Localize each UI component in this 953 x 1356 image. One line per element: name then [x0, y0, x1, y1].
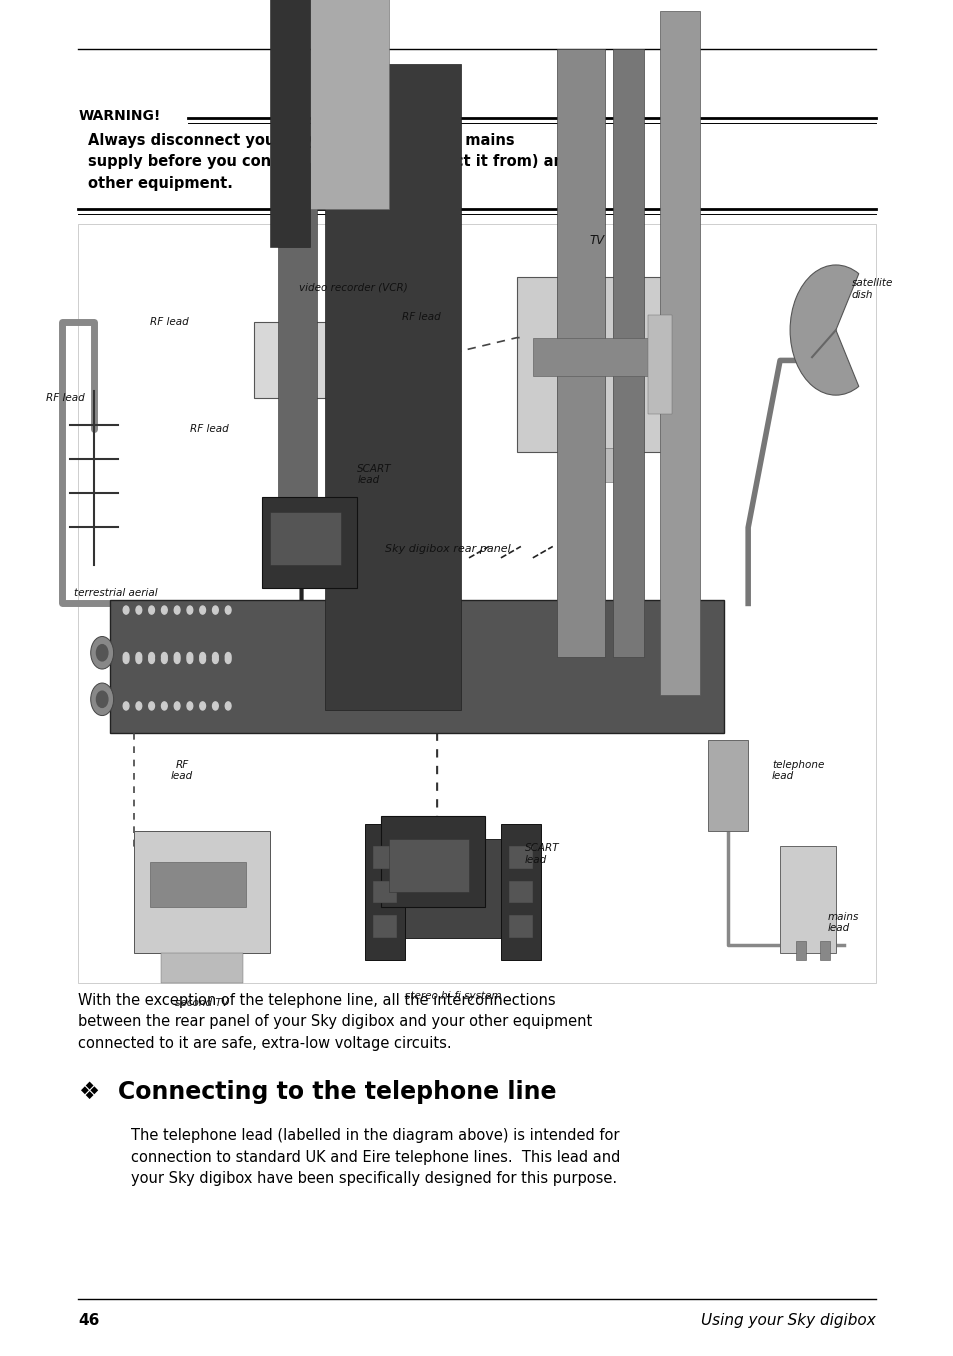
Text: Sky digibox rear panel: Sky digibox rear panel — [385, 544, 510, 555]
Text: stereo hi-fi system: stereo hi-fi system — [404, 991, 501, 1001]
Bar — [500, 823, 540, 960]
Circle shape — [213, 652, 218, 660]
Circle shape — [161, 655, 167, 663]
Circle shape — [199, 606, 205, 614]
Text: RF lead: RF lead — [401, 312, 440, 323]
Text: Connecting to the telephone line: Connecting to the telephone line — [118, 1079, 557, 1104]
Circle shape — [187, 702, 193, 711]
Text: Always disconnect your Sky digibox from the mains
supply before you connect it t: Always disconnect your Sky digibox from … — [88, 133, 573, 191]
Text: video recorder (VCR): video recorder (VCR) — [298, 282, 407, 292]
Text: WARNING!: WARNING! — [78, 110, 160, 123]
Circle shape — [213, 655, 218, 663]
Bar — [381, 816, 484, 907]
Text: SCART
lead: SCART lead — [524, 843, 558, 865]
Bar — [277, 163, 317, 542]
Bar — [373, 915, 396, 937]
Circle shape — [136, 652, 142, 660]
Circle shape — [136, 655, 142, 663]
Bar — [325, 64, 460, 709]
Bar — [365, 823, 405, 960]
Bar — [564, 447, 628, 481]
Circle shape — [187, 655, 193, 663]
Circle shape — [187, 652, 193, 660]
Circle shape — [161, 652, 167, 660]
Circle shape — [96, 644, 108, 660]
Circle shape — [199, 702, 205, 711]
Circle shape — [225, 652, 231, 660]
Circle shape — [161, 606, 167, 614]
Bar — [150, 861, 246, 907]
Circle shape — [96, 692, 108, 708]
Bar — [508, 915, 533, 937]
Circle shape — [225, 606, 231, 614]
Circle shape — [225, 702, 231, 711]
Bar — [780, 846, 835, 953]
Text: RF lead: RF lead — [47, 393, 85, 403]
Circle shape — [174, 702, 180, 711]
Bar — [405, 839, 500, 937]
Circle shape — [123, 606, 129, 614]
Bar — [309, 0, 389, 209]
Bar — [659, 11, 700, 694]
Bar — [270, 513, 341, 565]
Bar — [517, 277, 676, 452]
Circle shape — [91, 683, 113, 716]
Bar — [389, 839, 469, 892]
Text: RF lead: RF lead — [150, 317, 189, 327]
Bar — [508, 880, 533, 903]
Bar — [134, 831, 270, 953]
Circle shape — [123, 655, 129, 663]
Circle shape — [136, 702, 142, 711]
Text: Using your Sky digibox: Using your Sky digibox — [700, 1313, 875, 1329]
Text: second TV: second TV — [174, 998, 229, 1009]
Bar — [533, 338, 659, 376]
Circle shape — [123, 652, 129, 660]
Circle shape — [199, 655, 205, 663]
Bar — [261, 498, 357, 589]
Bar — [161, 953, 242, 983]
Circle shape — [136, 606, 142, 614]
Text: The telephone lead (labelled in the diagram above) is intended for
connection to: The telephone lead (labelled in the diag… — [131, 1128, 619, 1186]
Text: 46: 46 — [78, 1313, 99, 1329]
Text: satellite
dish: satellite dish — [851, 278, 892, 300]
Circle shape — [225, 655, 231, 663]
Circle shape — [149, 702, 154, 711]
Bar — [819, 941, 829, 960]
Circle shape — [91, 636, 113, 669]
Bar — [557, 49, 604, 656]
Circle shape — [174, 652, 180, 660]
Text: telephone
lead: telephone lead — [771, 759, 823, 781]
Bar — [795, 941, 804, 960]
Circle shape — [161, 702, 167, 711]
Circle shape — [174, 606, 180, 614]
Wedge shape — [789, 264, 858, 395]
Circle shape — [174, 655, 180, 663]
Circle shape — [149, 606, 154, 614]
Circle shape — [149, 655, 154, 663]
Bar — [373, 846, 396, 869]
Text: RF lead: RF lead — [190, 424, 229, 434]
Bar — [253, 323, 453, 399]
Bar — [508, 846, 533, 869]
Bar — [110, 599, 723, 732]
Circle shape — [199, 652, 205, 660]
Circle shape — [149, 652, 154, 660]
Circle shape — [187, 606, 193, 614]
Bar — [648, 315, 672, 414]
Text: ❖: ❖ — [78, 1079, 99, 1104]
Text: TV: TV — [588, 233, 603, 247]
Bar — [270, 0, 309, 247]
Text: terrestrial aerial: terrestrial aerial — [74, 589, 157, 598]
Text: With the exception of the telephone line, all the interconnections
between the r: With the exception of the telephone line… — [78, 993, 592, 1051]
Bar — [707, 740, 747, 831]
Text: mains
lead: mains lead — [827, 911, 859, 933]
Bar — [373, 880, 396, 903]
Text: RF
lead: RF lead — [171, 759, 193, 781]
Circle shape — [213, 606, 218, 614]
Circle shape — [123, 702, 129, 711]
Bar — [78, 224, 875, 983]
Bar — [612, 49, 644, 656]
Text: SCART
lead: SCART lead — [357, 464, 392, 485]
Circle shape — [213, 702, 218, 711]
